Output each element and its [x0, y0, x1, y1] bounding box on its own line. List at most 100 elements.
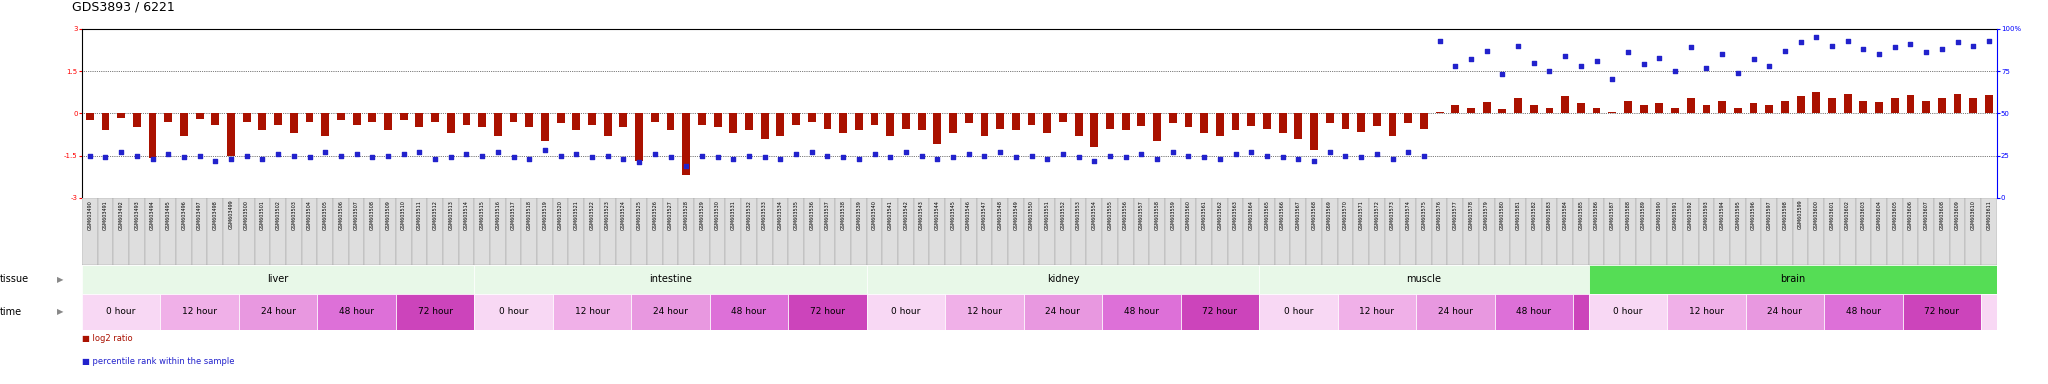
- Text: GSM603556: GSM603556: [1122, 200, 1128, 230]
- Bar: [1401, 198, 1415, 265]
- Text: GSM603564: GSM603564: [1249, 200, 1253, 230]
- Bar: [459, 198, 475, 265]
- Text: GSM603578: GSM603578: [1468, 200, 1473, 230]
- Bar: [870, 113, 879, 124]
- Bar: [604, 113, 612, 136]
- Point: [403, 149, 436, 155]
- Text: GSM603559: GSM603559: [1169, 200, 1176, 230]
- Bar: [866, 198, 883, 265]
- Point: [1157, 149, 1190, 155]
- Bar: [711, 198, 725, 265]
- Bar: [930, 198, 946, 265]
- Bar: [618, 113, 627, 127]
- Text: GSM603500: GSM603500: [244, 200, 250, 230]
- Bar: [1090, 113, 1098, 147]
- Bar: [819, 198, 836, 265]
- Bar: [887, 113, 895, 136]
- Bar: [1499, 109, 1507, 113]
- Point: [340, 151, 373, 157]
- Point: [451, 151, 483, 157]
- Point: [1581, 58, 1614, 64]
- Point: [356, 154, 389, 160]
- Bar: [223, 198, 240, 265]
- Bar: [1483, 102, 1491, 113]
- Text: liver: liver: [268, 274, 289, 285]
- Bar: [197, 113, 203, 119]
- Point: [1911, 50, 1944, 56]
- Bar: [883, 198, 899, 265]
- Bar: [793, 113, 801, 124]
- Text: GSM603611: GSM603611: [1987, 200, 1991, 230]
- Point: [764, 156, 797, 162]
- Bar: [348, 198, 365, 265]
- Text: GSM603531: GSM603531: [731, 200, 735, 230]
- Bar: [526, 113, 532, 127]
- Point: [1548, 53, 1581, 59]
- Bar: [1593, 108, 1599, 113]
- Bar: [1368, 198, 1384, 265]
- Bar: [1761, 198, 1778, 265]
- Bar: [836, 198, 852, 265]
- Text: GSM603577: GSM603577: [1452, 200, 1458, 230]
- Text: GSM603528: GSM603528: [684, 200, 688, 230]
- Text: ▶: ▶: [57, 275, 63, 284]
- Bar: [1462, 198, 1479, 265]
- Text: GSM603521: GSM603521: [573, 200, 580, 230]
- Text: GSM603601: GSM603601: [1829, 200, 1835, 230]
- Point: [498, 154, 530, 160]
- Bar: [385, 113, 391, 130]
- Point: [1958, 43, 1991, 49]
- Text: GSM603499: GSM603499: [229, 200, 233, 229]
- Point: [1407, 152, 1440, 159]
- Bar: [776, 113, 784, 136]
- Text: GSM603572: GSM603572: [1374, 200, 1378, 230]
- Text: GSM603529: GSM603529: [700, 200, 705, 230]
- Bar: [1667, 294, 1745, 330]
- Bar: [129, 198, 145, 265]
- Bar: [1405, 113, 1413, 123]
- Text: GSM603584: GSM603584: [1563, 200, 1567, 230]
- Text: GSM603508: GSM603508: [371, 200, 375, 230]
- Bar: [399, 113, 408, 120]
- Text: brain: brain: [1780, 274, 1806, 285]
- Bar: [1683, 198, 1698, 265]
- Bar: [1122, 113, 1130, 130]
- Point: [1440, 63, 1473, 69]
- Text: GSM603550: GSM603550: [1028, 200, 1034, 230]
- Point: [999, 154, 1032, 160]
- Bar: [442, 198, 459, 265]
- Text: GSM603536: GSM603536: [809, 200, 815, 230]
- Text: GSM603516: GSM603516: [496, 200, 500, 230]
- Point: [952, 151, 985, 157]
- Bar: [506, 198, 522, 265]
- Bar: [1573, 294, 1589, 330]
- Bar: [758, 198, 772, 265]
- Bar: [788, 198, 805, 265]
- Text: GSM603591: GSM603591: [1673, 200, 1677, 230]
- Bar: [631, 294, 711, 330]
- Text: GSM603574: GSM603574: [1405, 200, 1411, 230]
- Bar: [475, 265, 866, 294]
- Point: [1423, 38, 1456, 44]
- Bar: [240, 198, 254, 265]
- Text: 12 hour: 12 hour: [1360, 308, 1395, 316]
- Text: GSM603535: GSM603535: [793, 200, 799, 230]
- Bar: [1085, 198, 1102, 265]
- Point: [922, 156, 954, 162]
- Bar: [1919, 198, 1933, 265]
- Text: 72 hour: 72 hour: [809, 308, 846, 316]
- Point: [121, 152, 154, 159]
- Bar: [395, 294, 475, 330]
- Bar: [1651, 198, 1667, 265]
- Bar: [145, 198, 160, 265]
- Bar: [1808, 198, 1825, 265]
- Bar: [432, 113, 438, 122]
- Text: GSM603510: GSM603510: [401, 200, 406, 230]
- Point: [983, 149, 1016, 155]
- Point: [199, 157, 231, 164]
- Bar: [510, 113, 518, 122]
- Bar: [1655, 103, 1663, 113]
- Bar: [1278, 113, 1286, 133]
- Point: [1393, 149, 1425, 155]
- Bar: [1589, 198, 1604, 265]
